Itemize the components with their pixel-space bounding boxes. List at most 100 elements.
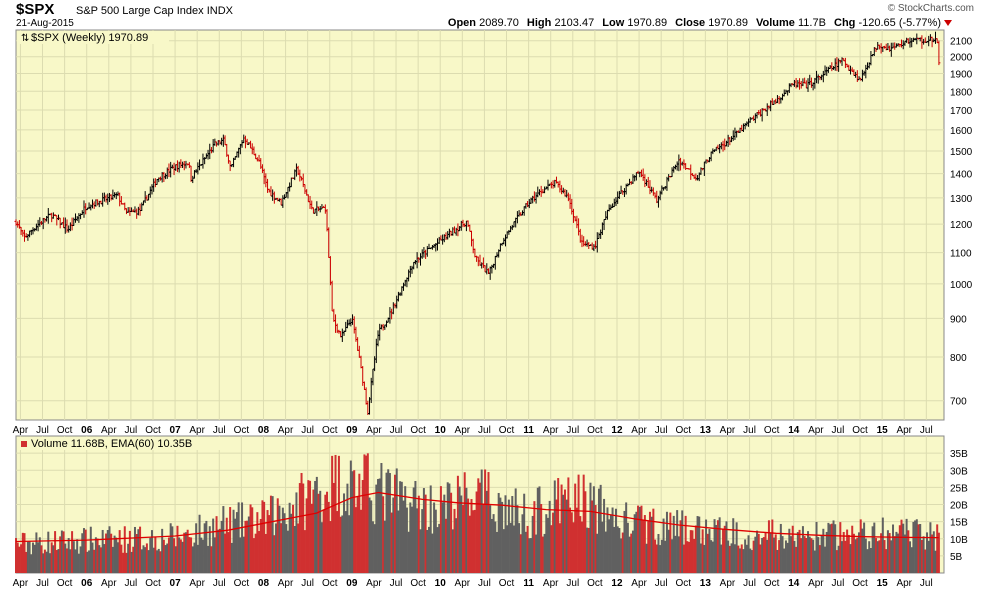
volume-bar [830,523,833,573]
volume-bar [463,472,466,573]
volume-bar [227,532,230,573]
volume-bar [258,531,261,573]
volume-bar [897,533,900,573]
volume-bar [331,455,334,573]
volume-bar [405,507,408,573]
x-tick-label: 08 [258,578,270,589]
volume-bar [822,528,825,573]
volume-bar [455,518,458,573]
volume-bar [179,539,182,573]
price-y-tick-label: 2100 [950,37,973,48]
volume-bar [752,540,755,573]
volume-bar [873,522,876,573]
chg-label: Chg [834,17,856,29]
volume-bar [689,530,692,573]
volume-bar [128,530,131,573]
volume-bar [456,475,459,573]
x-tick-label: 11 [523,578,534,589]
volume-bar [407,531,410,573]
x-tick-label: Jul [36,425,49,436]
volume-bar [669,512,672,573]
quote-strip: Open 2089.70 High 2103.47 Low 1970.89 Cl… [448,17,946,29]
volume-bar [800,538,803,573]
volume-bar [499,497,502,573]
volume-bar [655,544,658,573]
volume-bar [354,507,357,573]
volume-bar [620,538,623,573]
volume-bar [320,522,323,573]
volume-y-tick-label: 15B [950,518,968,529]
volume-bar [688,541,691,573]
x-tick-label: 09 [346,425,358,436]
volume-bar [229,507,232,573]
volume-bar [275,523,278,573]
volume-bar [429,485,432,573]
high-label: High [526,17,552,29]
volume-bar [239,537,242,573]
volume-bar [15,538,17,573]
volume-bar [817,537,820,573]
volume-bar [298,483,301,573]
price-y-tick-label: 1300 [950,194,973,205]
volume-bar [47,531,50,573]
volume-bar [365,455,368,573]
volume-bar [385,472,388,573]
volume-bar [428,526,431,573]
volume-bar [399,481,402,573]
volume-bar [932,531,935,573]
volume-bar [125,552,128,573]
volume-bar [133,526,136,573]
volume-bar [266,510,269,573]
volume-bar [176,525,179,573]
volume-bar [565,499,568,573]
volume-bar [188,537,191,573]
volume-bar [307,480,310,573]
volume-bar [64,543,67,573]
volume-bar [28,541,31,573]
volume-bar [234,518,237,573]
volume-bar [33,544,36,573]
volume-bar [705,519,708,573]
volume-bar [489,505,492,573]
volume-bar [181,541,184,573]
volume-bar [103,544,106,573]
volume-bar [888,533,891,573]
volume-bar [810,538,813,573]
volume-bar [762,537,765,573]
x-tick-label: Oct [587,578,603,589]
volume-bar [626,522,629,573]
volume-bar [657,534,660,573]
x-tick-label: Apr [455,578,471,589]
volume-bar [297,523,300,573]
volume-bar [472,510,475,573]
volume-bar [713,519,716,573]
volume-bar [458,486,461,573]
price-y-tick-label: 900 [950,314,967,325]
volume-bar [750,550,753,573]
volume-bar [358,473,361,573]
volume-bar [150,530,153,573]
volume-bar [191,546,194,573]
security-name-text: S&P 500 Large Cap Index [76,5,204,17]
volume-bar [558,523,561,573]
x-tick-label: 14 [788,578,800,589]
volume-bar [263,501,266,573]
volume-bar [749,548,752,573]
volume-bar [910,547,913,573]
volume-bar [152,547,155,573]
x-tick-label: Oct [322,578,338,589]
volume-bar [662,518,665,573]
x-tick-label: 12 [611,425,623,436]
volume-bar [686,541,689,573]
volume-bar [485,490,488,573]
volume-bar [616,526,619,573]
volume-bar [596,533,599,573]
volume-bar [861,528,864,573]
volume-bar [434,509,437,573]
volume-label: Volume [756,17,795,29]
volume-bar [222,506,225,573]
volume-bar [691,530,694,573]
volume-bar [193,542,196,573]
volume-bar [756,530,759,573]
